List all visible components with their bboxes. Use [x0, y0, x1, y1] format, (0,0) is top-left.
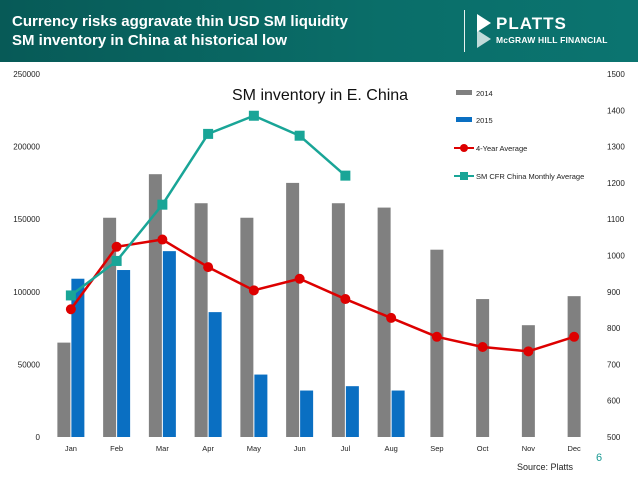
left-tick-label: 150000: [13, 215, 40, 224]
bar-2014: [103, 217, 117, 437]
point-sm-cfr-china: [340, 170, 351, 181]
right-tick-label: 1500: [607, 70, 625, 79]
right-tick-label: 1000: [607, 252, 625, 261]
bar-2015: [391, 390, 405, 437]
bar-2015: [254, 374, 268, 437]
slide-header: Currency risks aggravate thin USD SM liq…: [0, 0, 638, 62]
x-axis: Jan Feb Mar Apr May Jun Jul Aug Sep Oct Nov Dec: [65, 444, 581, 453]
bar-2014: [57, 342, 71, 437]
x-tick-label: Nov: [522, 444, 536, 453]
left-tick-label: 250000: [13, 70, 40, 79]
slide-title-line-2: SM inventory in China at historical low: [12, 32, 288, 49]
point-sm-cfr-china: [248, 110, 259, 121]
x-tick-label: May: [247, 444, 261, 453]
x-tick-label: Sep: [430, 444, 443, 453]
inventory-chart: 0 50000 100000 150000 200000 250000 500 600 700…: [13, 70, 625, 453]
bar-2015: [162, 251, 176, 437]
bar-2015: [117, 270, 131, 437]
left-tick-label: 0: [36, 433, 41, 442]
right-tick-label: 1400: [607, 106, 625, 115]
point-4-year-average: [431, 331, 442, 342]
right-tick-label: 800: [607, 324, 621, 333]
x-tick-label: Dec: [567, 444, 581, 453]
legend-label: 4-Year Average: [476, 144, 527, 153]
right-tick-label: 900: [607, 288, 621, 297]
header-divider: [464, 10, 465, 52]
x-tick-label: Feb: [110, 444, 123, 453]
point-sm-cfr-china: [65, 290, 76, 301]
right-tick-label: 1100: [607, 215, 625, 224]
bar-2014: [521, 325, 535, 437]
bar-2014: [567, 296, 581, 437]
point-4-year-average: [294, 273, 305, 284]
bar-2014: [476, 299, 490, 437]
point-4-year-average: [523, 346, 534, 357]
point-4-year-average: [65, 304, 76, 315]
bar-series: [57, 174, 581, 438]
legend-marker: [460, 172, 468, 180]
point-4-year-average: [248, 285, 259, 296]
bar-2015: [71, 278, 85, 437]
x-tick-label: Aug: [384, 444, 397, 453]
legend-label: 2014: [476, 89, 493, 98]
point-sm-cfr-china: [203, 128, 214, 139]
point-4-year-average: [569, 331, 580, 342]
bar-2015: [208, 312, 222, 437]
point-4-year-average: [157, 234, 168, 245]
logo-subtitle: McGRAW HILL FINANCIAL: [496, 35, 608, 45]
point-4-year-average: [386, 312, 397, 323]
bar-2014: [194, 203, 208, 437]
x-tick-label: Oct: [477, 444, 490, 453]
x-tick-label: Jun: [294, 444, 306, 453]
logo-name: PLATTS: [496, 14, 567, 33]
page-number: 6: [596, 452, 603, 464]
left-y-axis: 0 50000 100000 150000 200000 250000: [13, 70, 40, 442]
x-tick-label: Mar: [156, 444, 169, 453]
legend-label: 2015: [476, 116, 493, 125]
point-sm-cfr-china: [294, 130, 305, 141]
point-4-year-average: [111, 241, 122, 252]
left-tick-label: 50000: [18, 360, 41, 369]
right-tick-label: 600: [607, 397, 621, 406]
bar-2014: [286, 182, 300, 437]
chart-title: SM inventory in E. China: [232, 87, 408, 104]
legend-swatch: [456, 117, 472, 122]
bar-2015: [345, 386, 359, 437]
bar-2014: [430, 249, 444, 437]
line-series: [65, 110, 580, 357]
right-tick-label: 1200: [607, 179, 625, 188]
point-4-year-average: [477, 341, 488, 352]
point-4-year-average: [203, 262, 214, 273]
x-tick-label: Jul: [341, 444, 351, 453]
point-4-year-average: [340, 294, 351, 305]
line-4-year-average: [69, 238, 575, 353]
slide-title-line-1: Currency risks aggravate thin USD SM liq…: [12, 13, 348, 30]
right-tick-label: 700: [607, 360, 621, 369]
point-sm-cfr-china: [157, 199, 168, 210]
right-y-axis: 500 600 700 800 900 1000 1100 1200 1300 1400 1500: [607, 70, 625, 442]
bar-2015: [300, 390, 314, 437]
bar-2014: [377, 207, 391, 437]
x-tick-label: Jan: [65, 444, 77, 453]
bar-2014: [331, 203, 345, 437]
source-note: Source: Platts: [517, 462, 574, 472]
bar-2014: [240, 217, 254, 437]
left-tick-label: 200000: [13, 143, 40, 152]
right-tick-label: 1300: [607, 143, 625, 152]
point-sm-cfr-china: [111, 255, 122, 266]
right-tick-label: 500: [607, 433, 621, 442]
legend-swatch: [456, 90, 472, 95]
chart-legend: 2014 2015 4-Year Average SM CFR China Month…: [454, 89, 584, 181]
x-tick-label: Apr: [202, 444, 214, 453]
left-tick-label: 100000: [13, 288, 40, 297]
legend-marker: [460, 144, 468, 152]
slide-title: Currency risks aggravate thin USD SM liq…: [12, 12, 348, 50]
legend-label: SM CFR China Monthly Average: [476, 172, 584, 181]
platts-logo-icon: [477, 14, 491, 48]
